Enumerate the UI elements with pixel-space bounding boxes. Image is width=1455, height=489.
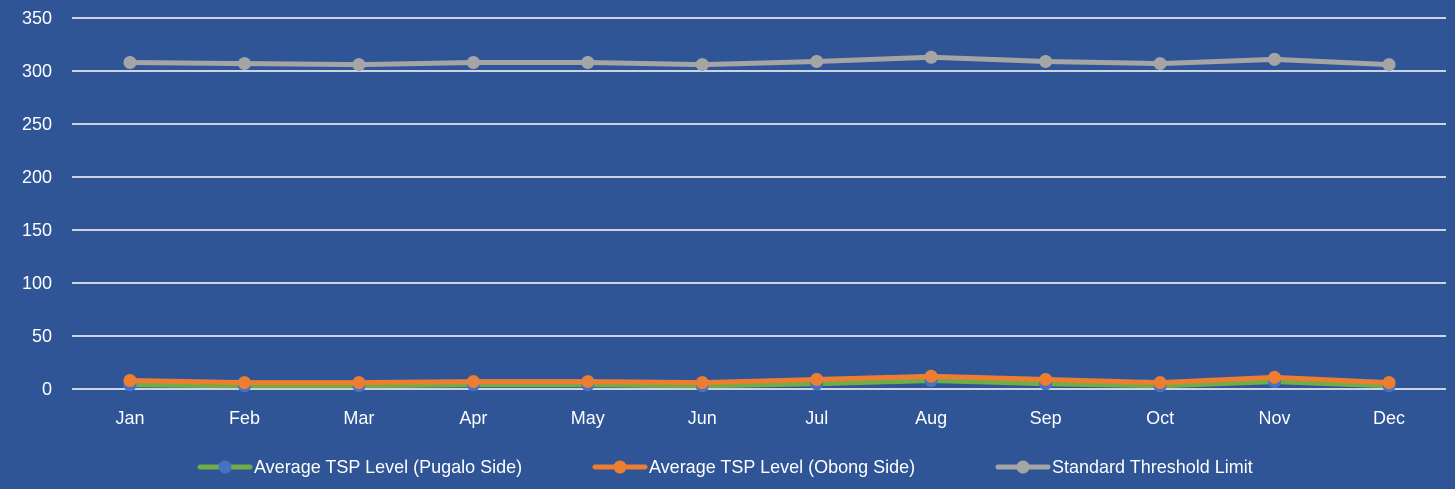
y-tick-label: 250 [22,114,52,134]
data-point [352,376,366,390]
data-point [237,376,251,390]
data-point [924,50,938,64]
legend-item[interactable]: Average TSP Level (Pugalo Side) [197,457,522,477]
y-tick-label: 200 [22,167,52,187]
legend-item[interactable]: Standard Threshold Limit [995,457,1253,477]
x-tick-label: Dec [1373,408,1405,428]
legend-swatch-marker [613,460,627,474]
x-tick-label: Apr [459,408,487,428]
x-tick-label: Feb [229,408,260,428]
y-tick-label: 0 [42,379,52,399]
legend-item[interactable]: Average TSP Level (Obong Side) [592,457,915,477]
y-tick-label: 50 [32,326,52,346]
legend-label: Average TSP Level (Pugalo Side) [254,457,522,477]
x-tick-label: Jun [688,408,717,428]
data-point [1153,57,1167,71]
x-tick-label: Mar [343,408,374,428]
data-point [581,375,595,389]
data-point [695,376,709,390]
legend-swatch-marker [1016,460,1030,474]
x-tick-label: Jul [805,408,828,428]
legend-swatch-marker [218,460,232,474]
data-point [123,374,137,388]
series-line [127,54,1392,68]
data-point [1039,372,1053,386]
data-point [924,369,938,383]
x-tick-label: Aug [915,408,947,428]
y-tick-label: 300 [22,61,52,81]
x-tick-label: Oct [1146,408,1174,428]
data-point [352,58,366,72]
x-tick-label: Nov [1259,408,1291,428]
series-group [123,369,1396,390]
data-point [581,56,595,70]
data-point [1153,376,1167,390]
legend-label: Standard Threshold Limit [1052,457,1253,477]
series-line [127,373,1392,386]
data-point [1268,52,1282,66]
data-point [1268,370,1282,384]
x-tick-label: Jan [115,408,144,428]
data-point [123,56,137,70]
legend-label: Average TSP Level (Obong Side) [649,457,915,477]
data-point [695,58,709,72]
x-tick-label: Sep [1030,408,1062,428]
data-point [237,57,251,71]
y-tick-label: 100 [22,273,52,293]
data-point [466,56,480,70]
data-point [466,375,480,389]
data-point [810,372,824,386]
data-point [1039,54,1053,68]
series-line [127,378,1392,389]
x-tick-label: May [571,408,605,428]
series-group [123,50,1396,72]
y-tick-label: 150 [22,220,52,240]
data-point [1382,376,1396,390]
data-point [1382,58,1396,72]
data-point [810,54,824,68]
y-tick-label: 350 [22,8,52,28]
